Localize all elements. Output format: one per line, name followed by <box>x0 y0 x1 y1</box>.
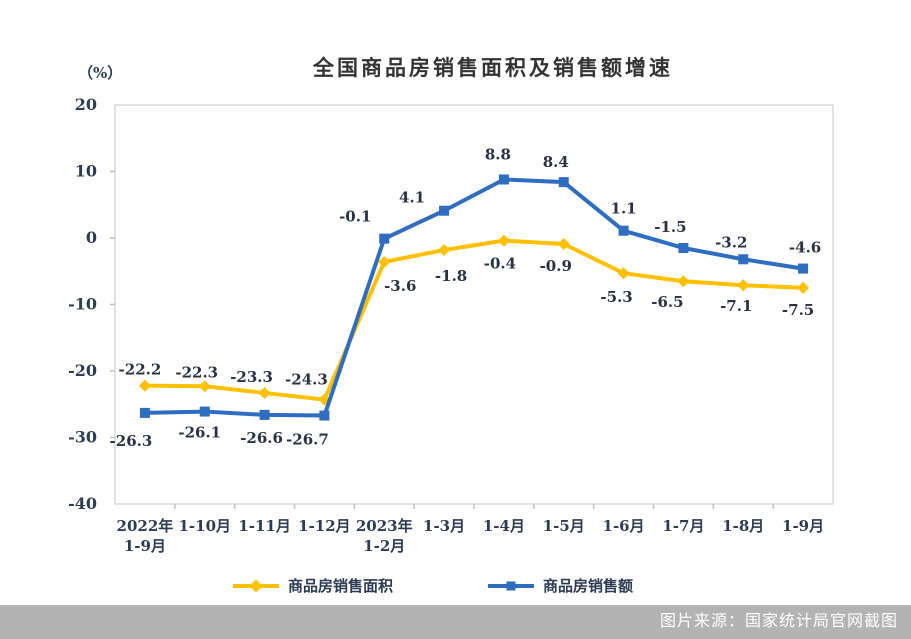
data-label: -6.5 <box>651 293 683 311</box>
data-label: 1.1 <box>611 200 637 218</box>
data-point-square-marker <box>139 407 150 418</box>
data-point-diamond-marker <box>497 234 510 247</box>
data-point-diamond-marker <box>557 237 570 250</box>
data-point-diamond-marker <box>617 267 630 280</box>
data-label: -26.7 <box>286 431 329 449</box>
square-marker-icon <box>506 581 516 590</box>
chart-title: 全国商品房销售面积及销售额增速 <box>313 57 673 80</box>
data-label: 4.1 <box>399 189 425 207</box>
data-point-square-marker <box>738 254 749 265</box>
data-point-square-marker <box>798 263 809 274</box>
data-label: -7.5 <box>782 301 814 319</box>
data-point-diamond-marker <box>438 243 451 256</box>
legend-item-sales-area: 商品房销售面积 <box>233 575 393 596</box>
y-axis-label: 20 <box>75 95 97 114</box>
data-point-diamond-marker <box>198 380 211 393</box>
y-axis-label: 10 <box>75 162 97 181</box>
legend-label-sales-area: 商品房销售面积 <box>288 577 394 595</box>
data-label: -26.1 <box>178 424 221 442</box>
image-source-banner: 图片来源：国家统计局官网截图 <box>0 605 911 639</box>
data-label: 8.4 <box>543 153 569 171</box>
image-source-text: 图片来源：国家统计局官网截图 <box>659 613 898 630</box>
x-axis-label: 1-7月 <box>662 517 704 535</box>
x-axis-label: 2023年 <box>356 517 413 535</box>
y-axis-label: -30 <box>68 428 97 447</box>
x-axis-label: 2022年 <box>117 517 174 535</box>
diamond-marker-icon <box>249 579 263 592</box>
data-label: -5.3 <box>600 288 632 306</box>
data-point-square-marker <box>439 205 450 216</box>
data-label: -7.1 <box>720 297 752 315</box>
y-axis-label: -20 <box>68 361 97 380</box>
x-axis-label: 1-9月 <box>124 537 166 555</box>
y-axis-unit-label: （%） <box>78 64 123 82</box>
data-label: -0.1 <box>339 208 371 226</box>
x-axis-label: 1-3月 <box>423 517 465 535</box>
x-axis-label: 1-5月 <box>543 517 585 535</box>
series-line-0 <box>142 238 806 402</box>
data-label: -4.6 <box>789 239 821 257</box>
data-label: -0.4 <box>484 255 516 273</box>
x-axis-label: 1-11月 <box>238 517 291 535</box>
x-axis-label: 1-6月 <box>603 517 645 535</box>
data-label: -3.2 <box>715 233 747 251</box>
legend-item-sales-value: 商品房销售额 <box>488 575 633 596</box>
data-label: -26.3 <box>110 432 153 450</box>
data-label: -22.2 <box>119 361 162 379</box>
data-label: -3.6 <box>384 277 416 295</box>
x-axis-label: 1-9月 <box>782 517 824 535</box>
data-point-square-marker <box>498 174 509 185</box>
y-axis-label: 0 <box>86 228 97 247</box>
data-label: -22.3 <box>175 363 218 381</box>
series-line-1 <box>142 177 806 418</box>
data-label: -23.3 <box>230 368 273 386</box>
x-axis-label: 1-8月 <box>722 517 764 535</box>
data-point-square-marker <box>379 233 390 244</box>
data-label: -0.9 <box>540 257 572 275</box>
data-point-diamond-marker <box>737 279 750 292</box>
y-axis-label: -40 <box>68 494 97 513</box>
legend-label-sales-value: 商品房销售额 <box>543 577 634 595</box>
x-axis-label: 1-10月 <box>178 517 231 535</box>
data-point-square-marker <box>558 177 569 188</box>
sales-value-legend-marker <box>488 581 535 590</box>
data-point-diamond-marker <box>797 281 810 294</box>
data-label: -1.5 <box>654 218 686 236</box>
data-point-square-marker <box>618 225 629 236</box>
data-point-diamond-marker <box>138 379 151 392</box>
sales-area-legend-marker <box>233 579 279 592</box>
data-point-diamond-marker <box>258 386 271 399</box>
data-point-square-marker <box>678 242 689 253</box>
x-axis-label: 1-2月 <box>363 537 405 555</box>
data-point-square-marker <box>319 410 330 421</box>
chart-legend: 商品房销售面积 商品房销售额 <box>233 575 633 596</box>
data-point-diamond-marker <box>677 275 690 288</box>
x-axis-label: 1-4月 <box>483 517 525 535</box>
data-label: 8.8 <box>485 145 511 163</box>
data-point-square-marker <box>259 409 270 420</box>
data-label: -24.3 <box>285 371 328 389</box>
data-point-diamond-marker <box>378 255 391 268</box>
data-point-square-marker <box>199 406 210 417</box>
data-label: -26.6 <box>240 429 283 447</box>
data-label: -1.8 <box>435 267 467 285</box>
y-axis-label: -10 <box>68 295 97 314</box>
x-axis-label: 1-12月 <box>298 517 351 535</box>
